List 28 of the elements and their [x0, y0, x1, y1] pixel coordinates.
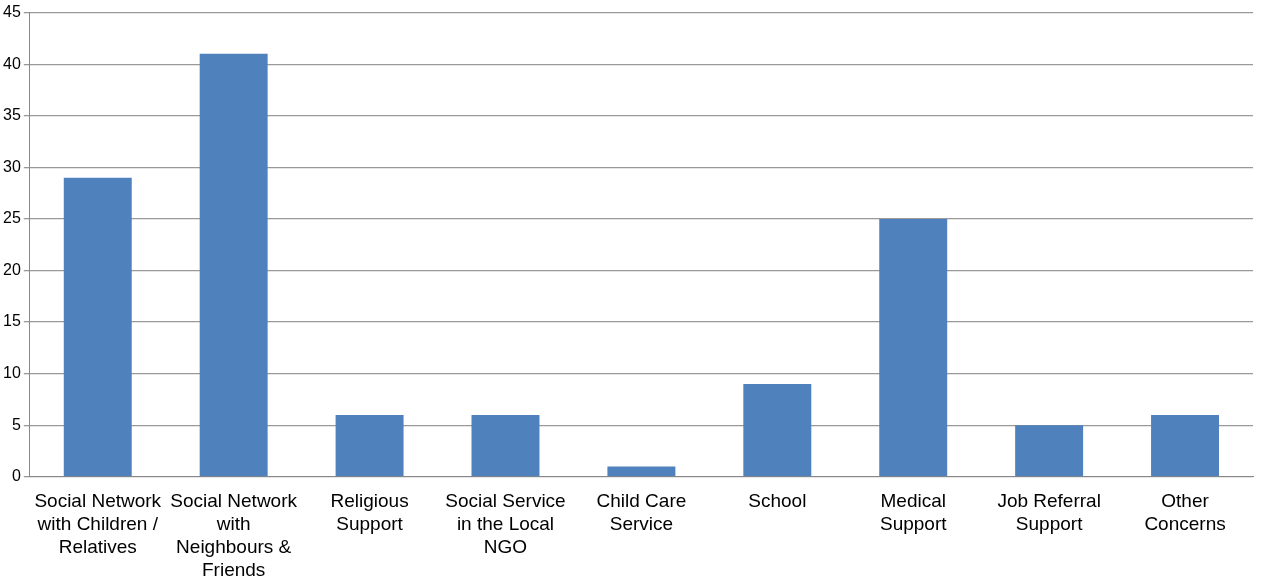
x-tick-label: School	[748, 490, 807, 512]
bar	[471, 414, 540, 477]
x-tick-label: Child Care Service	[596, 490, 687, 535]
bar	[743, 383, 812, 477]
x-tick-label: Social Network with Neighbours & Friends	[170, 490, 298, 580]
y-tick-label: 10	[3, 364, 21, 382]
y-tick-label: 45	[3, 3, 21, 21]
x-tick-label: Social Service in the Local NGO	[445, 490, 566, 558]
x-tick-label: Social Network with Children / Relatives	[34, 490, 162, 558]
bar	[199, 53, 268, 477]
x-tick-label: Medical Support	[879, 490, 948, 535]
y-tick-label: 40	[3, 54, 21, 72]
y-tick-label: 15	[3, 312, 21, 330]
y-tick-label: 35	[3, 106, 21, 124]
y-tick-label: 5	[11, 415, 21, 433]
x-tick-label: Job Referral Support	[997, 490, 1101, 535]
bar	[1015, 425, 1084, 477]
x-tick-label: Other Concerns	[1144, 490, 1226, 535]
x-tick-label: Religious Support	[330, 490, 409, 535]
bar	[607, 466, 676, 477]
bar	[63, 177, 132, 477]
bar	[879, 218, 948, 477]
y-tick-label: 30	[3, 157, 21, 175]
bar	[335, 414, 404, 477]
y-tick-label: 25	[3, 209, 21, 227]
bar	[1151, 414, 1220, 477]
y-tick-label: 20	[3, 260, 21, 278]
y-tick-label: 0	[11, 467, 21, 485]
